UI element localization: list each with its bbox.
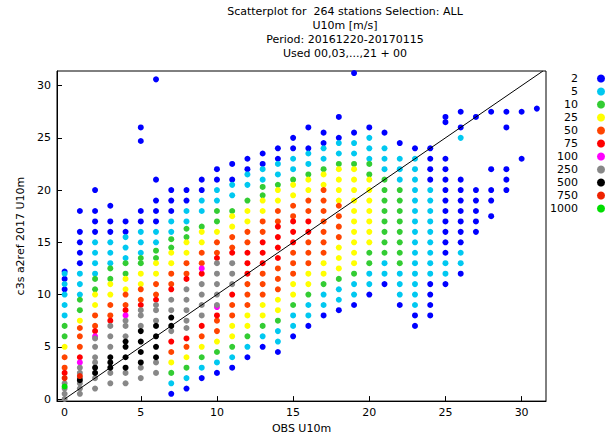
svg-text:5: 5 xyxy=(44,340,51,353)
svg-text:0: 0 xyxy=(61,406,68,419)
svg-text:c3s a2ref 2017 U10m: c3s a2ref 2017 U10m xyxy=(14,177,27,296)
svg-text:2: 2 xyxy=(571,72,578,85)
svg-text:25: 25 xyxy=(37,131,51,144)
svg-text:15: 15 xyxy=(286,406,300,419)
svg-text:Scatterplot for 264 stations: Scatterplot for 264 stations Selection: … xyxy=(227,5,464,18)
svg-text:10: 10 xyxy=(37,288,51,301)
svg-text:OBS U10m: OBS U10m xyxy=(272,422,331,435)
svg-text:20: 20 xyxy=(37,184,51,197)
svg-text:15: 15 xyxy=(37,236,51,249)
svg-text:100: 100 xyxy=(557,150,578,163)
svg-text:10: 10 xyxy=(210,406,224,419)
svg-text:25: 25 xyxy=(438,406,452,419)
svg-text:30: 30 xyxy=(37,79,51,92)
svg-text:0: 0 xyxy=(44,393,51,406)
svg-text:75: 75 xyxy=(564,137,578,150)
svg-text:30: 30 xyxy=(515,406,529,419)
svg-text:5: 5 xyxy=(571,85,578,98)
svg-text:750: 750 xyxy=(557,189,578,202)
svg-text:50: 50 xyxy=(564,124,578,137)
svg-text:U10m [m/s]: U10m [m/s] xyxy=(313,19,378,32)
svg-text:Period: 20161220-20170115: Period: 20161220-20170115 xyxy=(266,33,423,46)
svg-text:25: 25 xyxy=(564,111,578,124)
svg-text:Used 00,03,...,21 + 00: Used 00,03,...,21 + 00 xyxy=(283,47,407,60)
svg-text:500: 500 xyxy=(557,176,578,189)
svg-text:10: 10 xyxy=(564,98,578,111)
svg-text:20: 20 xyxy=(362,406,376,419)
svg-text:5: 5 xyxy=(137,406,144,419)
svg-text:1000: 1000 xyxy=(550,202,578,215)
svg-text:250: 250 xyxy=(557,163,578,176)
